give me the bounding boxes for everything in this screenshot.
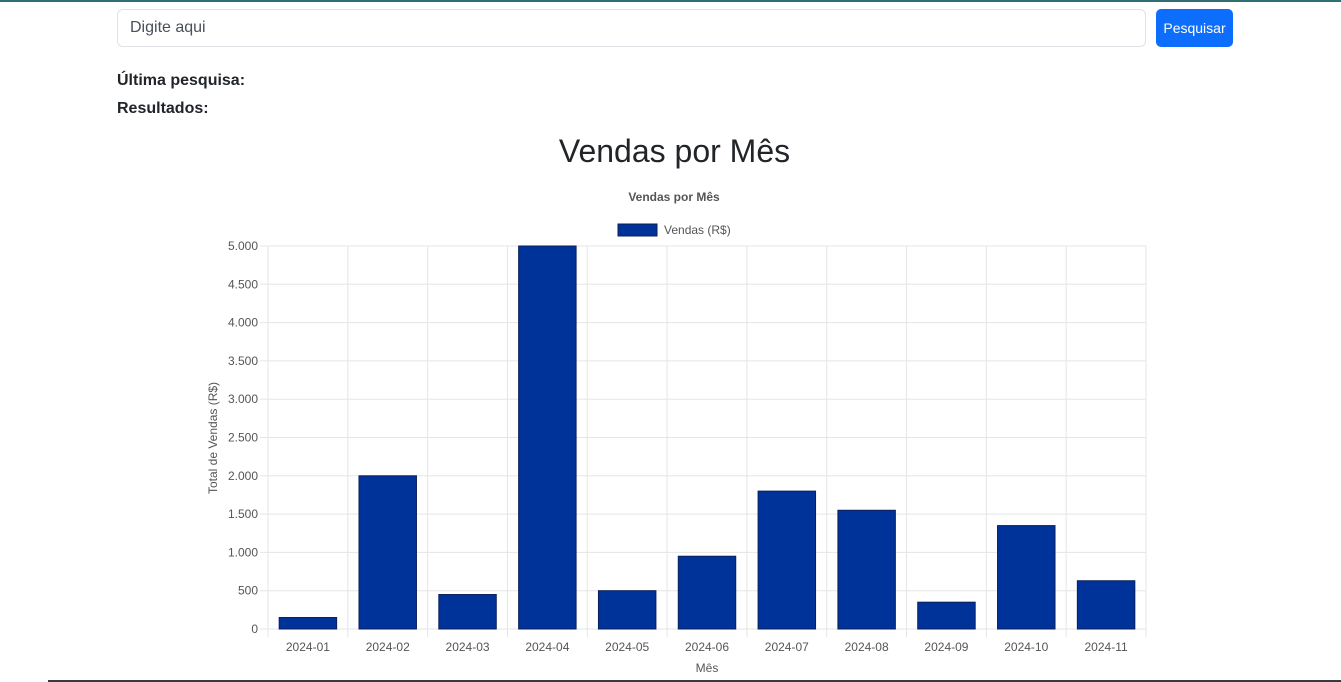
search-button[interactable]: Pesquisar (1156, 9, 1233, 47)
x-tick-label: 2024-08 (845, 640, 889, 654)
top-border (0, 0, 1341, 2)
bar-2024-07 (757, 490, 817, 630)
y-tick-label: 4.000 (228, 316, 258, 330)
y-axis-label: Total de Vendas (R$) (206, 382, 220, 494)
x-tick-label: 2024-01 (286, 640, 330, 654)
y-tick-label: 1.000 (228, 545, 258, 559)
x-tick-label: 2024-10 (1004, 640, 1048, 654)
page-title: Vendas por Mês (558, 133, 791, 169)
x-tick-label: 2024-07 (765, 640, 809, 654)
x-axis-label: Mês (696, 661, 719, 675)
y-tick-label: 500 (238, 584, 258, 598)
x-tick-label: 2024-05 (605, 640, 649, 654)
x-tick-label: 2024-09 (924, 640, 968, 654)
x-tick-label: 2024-03 (446, 640, 490, 654)
bar-2024-10 (997, 525, 1056, 630)
legend-label: Vendas (R$) (664, 223, 731, 237)
bottom-border (48, 680, 1341, 682)
y-tick-label: 3.500 (228, 354, 258, 368)
bar-2024-08 (837, 509, 896, 630)
last-search-label: Última pesquisa: (117, 72, 246, 89)
y-tick-label: 0 (251, 622, 258, 636)
y-axis-ticks: 0 500 1.000 1.500 2.000 2.500 3.000 3.500 4.000 4… (228, 239, 258, 636)
chart-title: Vendas por Mês (628, 190, 720, 204)
bar-2024-01 (278, 617, 338, 630)
y-tick-label: 2.500 (228, 431, 258, 445)
results-label: Resultados: (117, 100, 209, 117)
chart-bars (278, 245, 1136, 630)
bar-2024-06 (677, 555, 737, 630)
y-tick-label: 3.000 (228, 392, 258, 406)
x-tick-label: 2024-02 (366, 640, 410, 654)
x-tick-label: 2024-06 (685, 640, 729, 654)
chart-legend: Vendas (R$) (617, 223, 731, 237)
search-input[interactable] (117, 9, 1146, 47)
y-tick-label: 4.500 (228, 277, 258, 291)
y-tick-label: 5.000 (228, 239, 258, 253)
legend-swatch (617, 223, 658, 237)
x-axis-ticks: 2024-01 2024-02 2024-03 2024-04 2024-05 2024-… (286, 640, 1128, 654)
bar-2024-05 (597, 590, 657, 630)
x-tick-label: 2024-11 (1085, 640, 1128, 654)
y-tick-label: 2.000 (228, 469, 258, 483)
bar-2024-11 (1076, 580, 1136, 630)
bar-2024-03 (438, 594, 497, 630)
bar-2024-02 (358, 475, 417, 630)
bar-2024-04 (518, 245, 577, 630)
x-tick-label: 2024-04 (525, 640, 569, 654)
bar-2024-09 (917, 601, 976, 630)
y-tick-label: 1.500 (228, 507, 258, 521)
